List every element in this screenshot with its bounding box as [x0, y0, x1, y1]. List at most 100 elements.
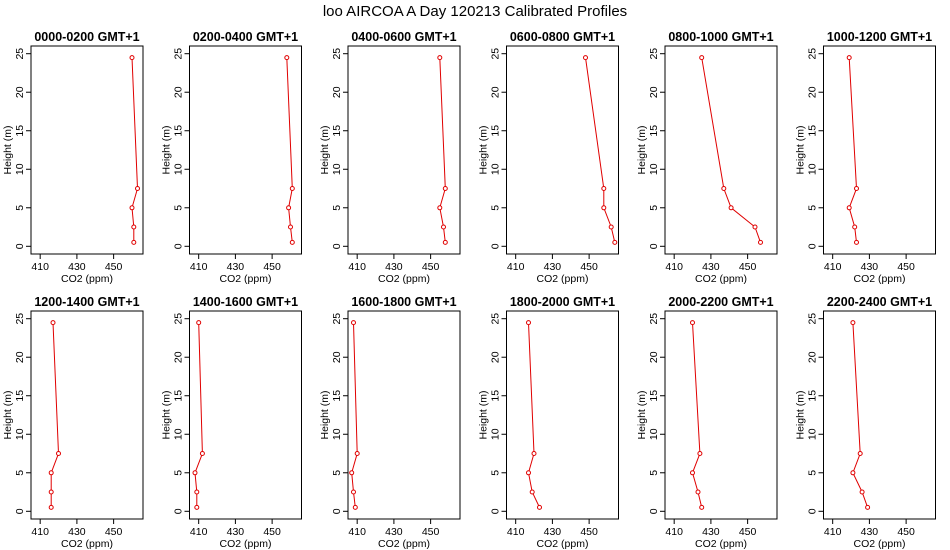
plot-frame: [664, 310, 778, 520]
x-axis-label: CO2 (ppm): [537, 273, 589, 285]
x-tick-label: 450: [263, 526, 281, 538]
y-tick-label: 20: [331, 86, 343, 98]
data-point: [537, 504, 542, 510]
plot-frame: [189, 45, 302, 255]
y-tick-label: 15: [173, 390, 185, 402]
y-axis-label: Height (m): [795, 390, 807, 439]
x-tick-label: 410: [507, 261, 525, 273]
y-axis-label: Height (m): [2, 125, 14, 174]
data-point: [192, 470, 198, 476]
data-point: [48, 489, 54, 495]
y-tick-label: 25: [14, 313, 26, 325]
y-tick-label: 15: [648, 390, 660, 402]
plot-frame: [30, 310, 144, 520]
x-tick-label: 450: [422, 526, 440, 538]
y-axis-label: Height (m): [319, 390, 331, 439]
data-point: [612, 239, 618, 245]
x-tick-label: 410: [190, 261, 208, 273]
y-tick-label: 0: [173, 508, 185, 514]
y-axis-label: Height (m): [636, 390, 648, 439]
y-tick-label: 10: [807, 428, 819, 440]
x-axis-label: CO2 (ppm): [61, 538, 113, 550]
y-tick-label: 15: [14, 390, 26, 402]
plot-frame: [189, 310, 302, 520]
y-tick-label: 25: [173, 48, 185, 60]
y-axis-label: Height (m): [161, 125, 173, 174]
y-tick-label: 10: [173, 428, 185, 440]
x-axis-label: CO2 (ppm): [695, 538, 747, 550]
y-tick-label: 0: [14, 243, 26, 249]
y-axis-label: Height (m): [319, 125, 331, 174]
data-point: [758, 239, 763, 245]
y-tick-label: 10: [331, 163, 343, 175]
data-point: [352, 504, 358, 510]
y-tick-label: 20: [648, 351, 660, 363]
data-point: [286, 205, 292, 211]
y-tick-label: 15: [14, 125, 26, 137]
plot-frame: [664, 45, 778, 255]
y-tick-label: 5: [807, 205, 819, 211]
data-point: [728, 205, 734, 211]
data-point: [349, 470, 355, 476]
data-point: [442, 186, 448, 191]
y-tick-label: 20: [173, 351, 185, 363]
x-axis-label: CO2 (ppm): [854, 273, 906, 285]
y-tick-label: 15: [490, 390, 502, 402]
y-axis-label: Height (m): [161, 390, 173, 439]
x-tick-label: 410: [507, 526, 525, 538]
panel-title: 1800-2000 GMT+1: [510, 295, 615, 309]
data-point: [608, 224, 614, 230]
y-tick-label: 5: [490, 205, 502, 211]
y-tick-label: 10: [490, 428, 502, 440]
data-point: [194, 504, 200, 510]
data-point: [526, 320, 531, 326]
data-point: [437, 205, 443, 211]
x-tick-label: 430: [385, 261, 403, 273]
panel-title: 2000-2200 GMT+1: [668, 295, 773, 309]
panel-title: 1200-1400 GMT+1: [34, 295, 139, 309]
y-tick-label: 10: [807, 163, 819, 175]
x-tick-label: 450: [263, 261, 281, 273]
data-point: [437, 55, 443, 61]
x-axis-label: CO2 (ppm): [220, 538, 272, 550]
data-point: [48, 470, 54, 476]
x-tick-label: 430: [385, 526, 403, 538]
data-point: [194, 489, 200, 495]
data-point: [865, 504, 871, 510]
y-axis-label: Height (m): [636, 125, 648, 174]
data-point: [56, 451, 61, 456]
x-axis-label: CO2 (ppm): [854, 538, 906, 550]
y-tick-label: 5: [648, 470, 660, 476]
data-point: [529, 489, 535, 495]
data-point: [850, 320, 856, 326]
y-tick-label: 5: [331, 205, 343, 211]
x-tick-label: 430: [702, 261, 720, 273]
x-tick-label: 430: [861, 526, 879, 538]
y-tick-label: 10: [14, 163, 26, 175]
data-point: [526, 470, 531, 476]
data-point: [199, 451, 205, 456]
y-tick-label: 5: [807, 470, 819, 476]
y-tick-label: 20: [490, 86, 502, 98]
panel-title: 0600-0800 GMT+1: [510, 30, 615, 44]
y-tick-label: 25: [173, 313, 185, 325]
plot-frame: [30, 45, 144, 255]
x-tick-label: 410: [824, 261, 842, 273]
x-tick-label: 410: [665, 526, 683, 538]
y-tick-label: 15: [331, 390, 343, 402]
y-tick-label: 20: [331, 351, 343, 363]
data-point: [196, 320, 202, 326]
y-tick-label: 15: [807, 125, 819, 137]
data-point: [351, 489, 356, 495]
y-axis-label: Height (m): [478, 125, 490, 174]
x-tick-label: 430: [68, 261, 86, 273]
y-tick-label: 0: [331, 508, 343, 514]
data-point: [289, 239, 295, 245]
panel-title: 0200-0400 GMT+1: [193, 30, 298, 44]
x-tick-label: 430: [544, 261, 562, 273]
data-point: [699, 504, 705, 510]
